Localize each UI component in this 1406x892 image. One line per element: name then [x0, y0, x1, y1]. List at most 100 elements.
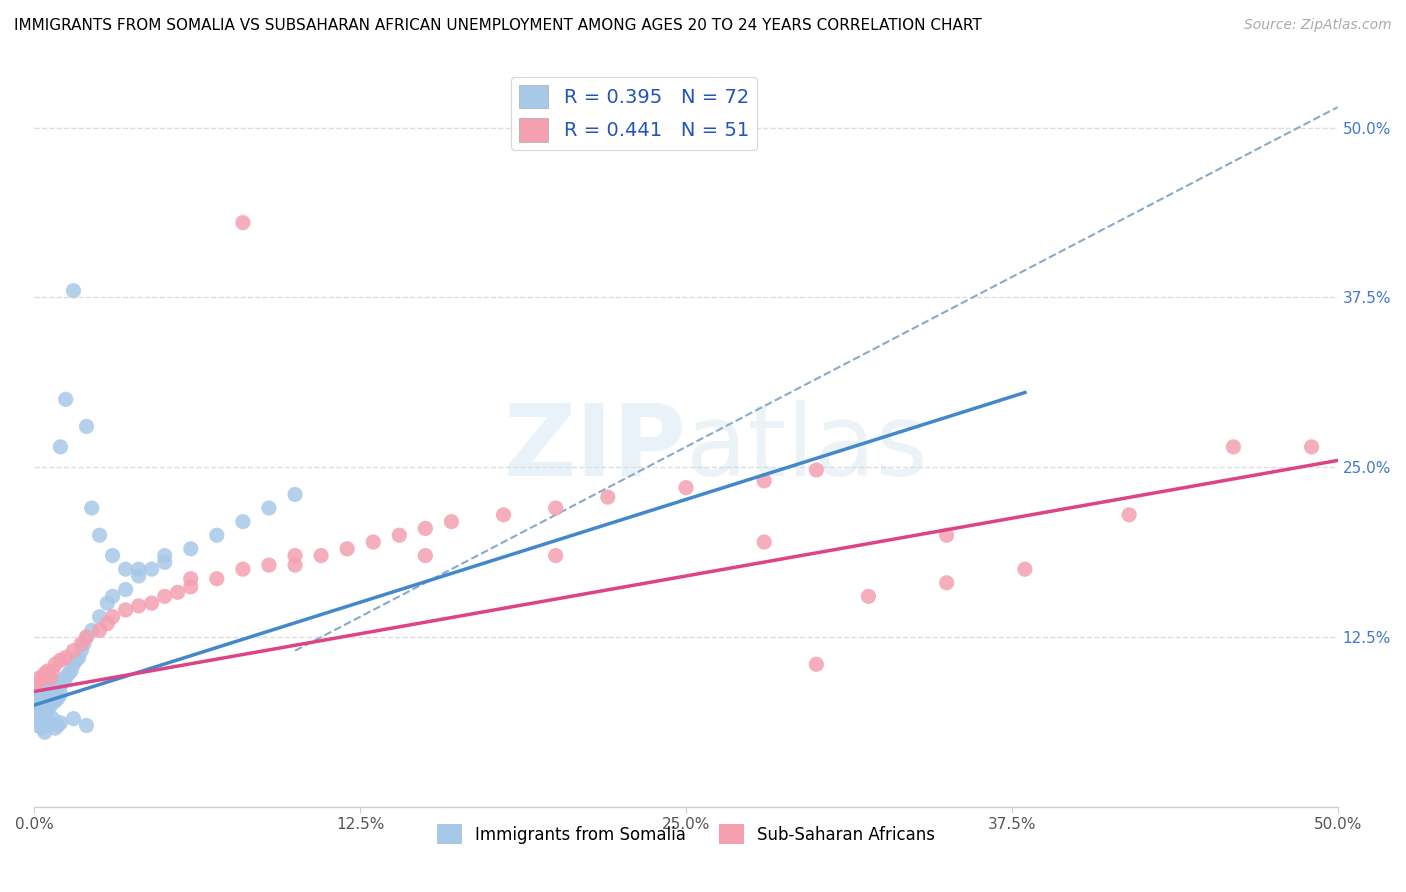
Point [89, 528, 111, 542]
Point [1014, 562, 1036, 576]
Point [49, 679, 72, 693]
Point [114, 562, 136, 576]
Point [388, 528, 411, 542]
Point [1222, 440, 1244, 454]
Point [31, 681, 53, 695]
Point [62, 643, 84, 657]
Point [858, 590, 880, 604]
Point [34, 725, 56, 739]
Point [596, 490, 619, 504]
Point [232, 216, 254, 230]
Point [46, 683, 69, 698]
Point [205, 572, 228, 586]
Point [49, 653, 72, 667]
Point [96, 596, 118, 610]
Point [492, 508, 515, 522]
Point [59, 664, 82, 678]
Point [80, 624, 103, 638]
Point [89, 624, 111, 638]
Point [46, 691, 69, 706]
Point [28, 671, 51, 685]
Point [52, 675, 75, 690]
Point [70, 637, 93, 651]
Text: ZIP: ZIP [503, 400, 686, 497]
Point [128, 562, 150, 576]
Point [153, 590, 176, 604]
Point [62, 284, 84, 298]
Point [39, 692, 62, 706]
Point [153, 555, 176, 569]
Point [25, 689, 48, 703]
Point [232, 562, 254, 576]
Point [41, 695, 63, 709]
Point [39, 671, 62, 685]
Point [37, 664, 59, 678]
Point [544, 549, 567, 563]
Point [754, 535, 776, 549]
Point [80, 501, 103, 516]
Text: atlas: atlas [686, 400, 928, 497]
Point [1118, 508, 1140, 522]
Text: IMMIGRANTS FROM SOMALIA VS SUBSAHARAN AFRICAN UNEMPLOYMENT AMONG AGES 20 TO 24 Y: IMMIGRANTS FROM SOMALIA VS SUBSAHARAN AF… [14, 18, 981, 33]
Point [31, 695, 53, 709]
Point [284, 558, 307, 573]
Point [361, 535, 384, 549]
Point [101, 609, 124, 624]
Point [44, 657, 66, 672]
Point [101, 590, 124, 604]
Point [544, 501, 567, 516]
Point [37, 678, 59, 692]
Point [28, 712, 51, 726]
Point [28, 691, 51, 706]
Point [37, 718, 59, 732]
Point [37, 704, 59, 718]
Point [49, 715, 72, 730]
Point [180, 572, 202, 586]
Point [415, 549, 437, 563]
Text: Source: ZipAtlas.com: Source: ZipAtlas.com [1244, 18, 1392, 32]
Point [257, 501, 280, 516]
Point [205, 528, 228, 542]
Point [34, 687, 56, 701]
Point [141, 562, 163, 576]
Point [31, 689, 53, 703]
Point [25, 678, 48, 692]
Point [806, 463, 828, 477]
Point [76, 419, 98, 434]
Point [31, 705, 53, 719]
Point [128, 569, 150, 583]
Point [37, 689, 59, 703]
Point [141, 596, 163, 610]
Point [55, 650, 77, 665]
Point [76, 718, 98, 732]
Point [62, 712, 84, 726]
Point [25, 702, 48, 716]
Point [44, 684, 66, 698]
Point [31, 671, 53, 685]
Point [284, 549, 307, 563]
Point [44, 675, 66, 690]
Point [73, 637, 96, 651]
Point [55, 392, 77, 407]
Point [34, 700, 56, 714]
Point [806, 657, 828, 672]
Point [70, 643, 93, 657]
Point [415, 521, 437, 535]
Point [76, 630, 98, 644]
Point [62, 657, 84, 672]
Point [28, 698, 51, 712]
Point [284, 487, 307, 501]
Point [180, 541, 202, 556]
Point [34, 692, 56, 706]
Point [166, 585, 188, 599]
Point [89, 609, 111, 624]
Point [49, 687, 72, 701]
Point [114, 603, 136, 617]
Point [65, 653, 87, 667]
Point [180, 580, 202, 594]
Point [41, 689, 63, 703]
Point [25, 718, 48, 732]
Point [31, 721, 53, 735]
Point [44, 694, 66, 708]
Point [153, 549, 176, 563]
